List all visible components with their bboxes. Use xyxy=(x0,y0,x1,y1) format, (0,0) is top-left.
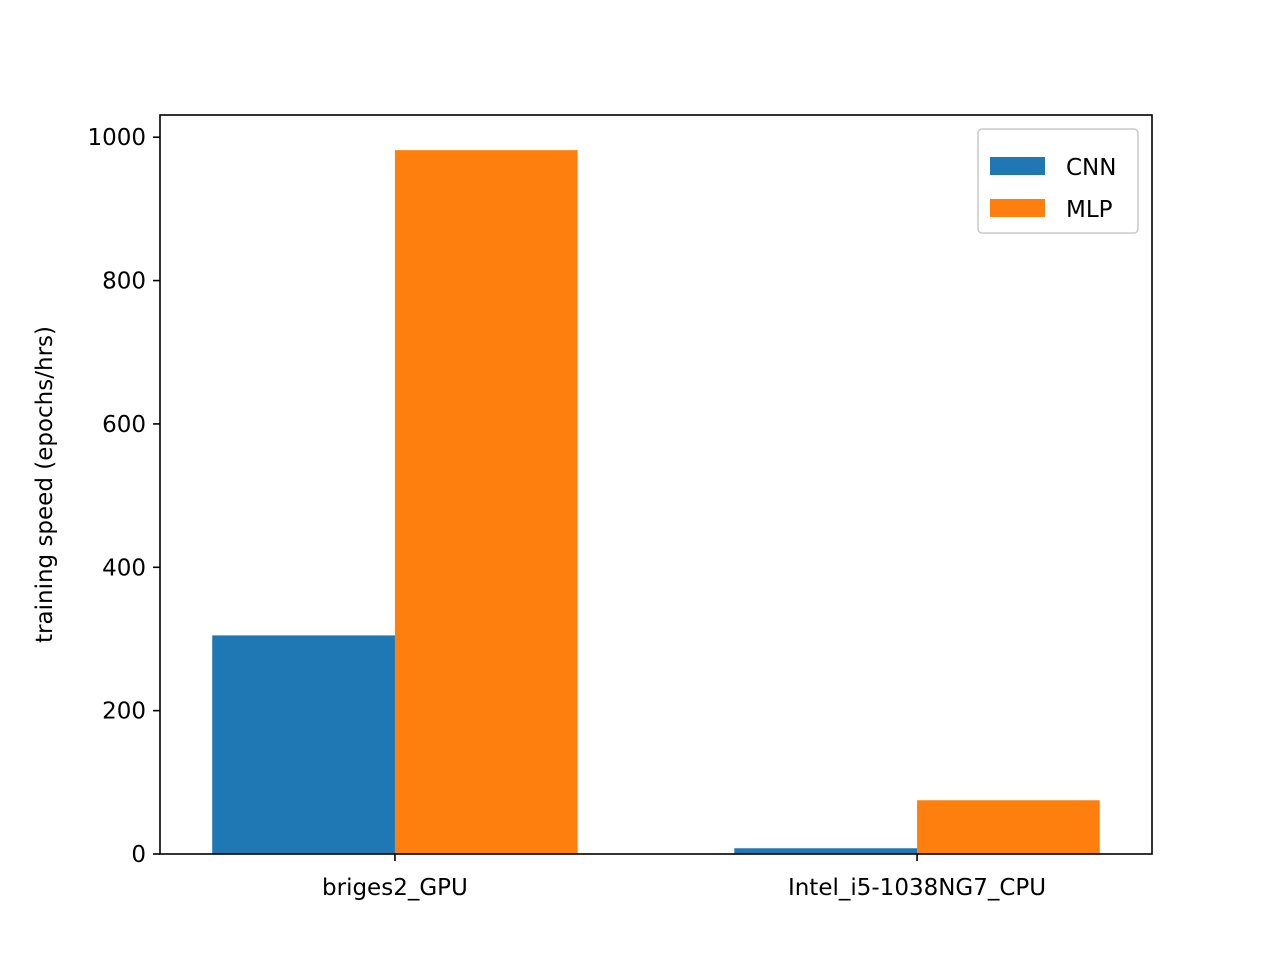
y-tick-label: 0 xyxy=(131,842,146,868)
legend-label-cnn: CNN xyxy=(1066,155,1116,181)
bar-mlp-1 xyxy=(917,800,1100,854)
plot-frame xyxy=(159,114,1153,855)
y-tick-label: 1000 xyxy=(87,125,146,151)
bar-cnn-0 xyxy=(212,635,395,854)
legend-swatch-cnn xyxy=(990,157,1045,175)
legend: CNN MLP xyxy=(977,128,1139,234)
y-tick-label: 400 xyxy=(102,555,146,581)
legend-label-mlp: MLP xyxy=(1066,197,1113,223)
legend-swatch-mlp xyxy=(990,199,1045,217)
x-tick-label: Intel_i5-1038NG7_CPU xyxy=(788,875,1046,901)
y-tick-label: 800 xyxy=(102,269,146,295)
bars-group xyxy=(212,150,1100,855)
y-axis-label: training speed (epochs/hrs) xyxy=(32,326,58,643)
y-axis: 0 200 400 600 800 1000 xyxy=(87,125,160,868)
legend-box xyxy=(977,128,1139,234)
x-axis: briges2_GPU Intel_i5-1038NG7_CPU xyxy=(322,854,1046,901)
x-tick-label: briges2_GPU xyxy=(322,875,468,901)
bar-mlp-0 xyxy=(394,150,578,855)
y-tick-label: 200 xyxy=(102,699,146,725)
y-tick-label: 600 xyxy=(102,412,146,438)
bar-cnn-1 xyxy=(734,848,918,854)
